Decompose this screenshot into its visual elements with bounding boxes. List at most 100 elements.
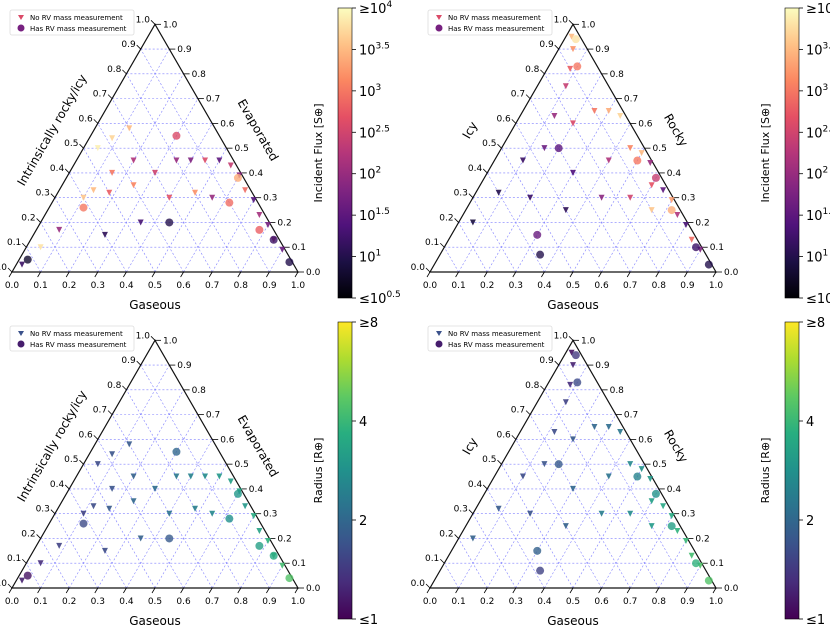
tick-label-bottom: 0.0 (423, 597, 438, 607)
point-no-rv (627, 194, 634, 201)
tick-mark (454, 218, 459, 223)
tick-label-left: 0.3 (36, 189, 50, 199)
tick-mark (455, 271, 459, 278)
tick-label-bottom: 0.3 (509, 597, 523, 607)
tick-label-right: 0.6 (638, 119, 653, 129)
point-no-rv (187, 157, 194, 164)
tick-mark (65, 271, 70, 278)
tick-mark (237, 271, 242, 278)
tick-label-right: 0.2 (277, 218, 291, 228)
legend-box (427, 9, 553, 36)
point-no-rv (106, 189, 113, 196)
colorbar-tick-label: 2 (359, 514, 367, 529)
tick-mark (598, 271, 602, 278)
tick-mark (94, 271, 99, 278)
grid-line (444, 563, 459, 589)
tick-label-left: 1.0 (554, 331, 569, 341)
tick-label-bottom: 1.0 (291, 597, 306, 607)
point-no-rv (570, 436, 576, 443)
point-no-rv (256, 528, 263, 535)
point-no-rv (519, 473, 526, 480)
legend-label-rv: Has RV mass measurement (448, 25, 545, 33)
tick-mark (440, 242, 445, 248)
point-no-rv (570, 362, 576, 369)
point-no-rv (192, 189, 199, 196)
point-no-rv (130, 473, 137, 480)
tick-label-left: 0.1 (425, 238, 439, 248)
point-no-rv (562, 399, 569, 406)
tick-mark (266, 271, 270, 278)
tick-mark (37, 271, 41, 278)
tick-mark (94, 587, 99, 594)
point-rv (533, 546, 542, 555)
tick-mark (64, 484, 70, 490)
colorbar-tick-label: 101 (359, 249, 381, 266)
colorbar-tick-label: 102 (806, 166, 828, 183)
legend-marker-rv (435, 340, 443, 348)
tick-label-bottom: 0.8 (652, 597, 667, 607)
tick-label-right: 0.2 (695, 218, 709, 228)
point-rv (255, 225, 264, 234)
point-no-rv (648, 523, 655, 530)
point-no-rv (469, 535, 476, 542)
tick-label-right: 0.7 (624, 411, 638, 421)
tick-label-left: 0.2 (21, 529, 35, 539)
colorbar-tick-label: ≥8 (359, 316, 378, 331)
grid-line (515, 123, 602, 273)
point-no-rv (648, 182, 655, 189)
point-no-rv (202, 157, 209, 164)
tick-mark (151, 271, 156, 278)
tick-mark (541, 271, 545, 278)
grid-line (687, 247, 702, 273)
point-no-rv (250, 513, 257, 520)
triangle-outline (10, 23, 300, 273)
point-no-rv (567, 381, 574, 388)
grid-line (68, 488, 127, 589)
tick-label-bottom: 0.5 (148, 281, 162, 291)
colorbar-tick-label: 4 (359, 415, 367, 430)
tick-mark (266, 587, 270, 594)
tick-mark (684, 271, 688, 278)
tick-mark (497, 459, 502, 465)
point-no-rv (568, 33, 575, 40)
tick-label-right: 0.7 (206, 411, 220, 421)
point-no-rv (605, 157, 612, 164)
point-no-rv (674, 528, 681, 535)
point-no-rv (109, 169, 116, 176)
point-no-rv (94, 145, 101, 152)
legend-marker-rv (17, 24, 25, 32)
point-no-rv (688, 552, 695, 559)
point-no-rv (152, 169, 158, 176)
tick-label-bottom: 0.9 (262, 597, 277, 607)
tick-mark (7, 583, 13, 589)
point-no-rv (567, 65, 574, 72)
legend: No RV mass measurement Has RV mass measur… (9, 325, 135, 352)
grid-line (154, 148, 227, 273)
point-no-rv (216, 473, 223, 480)
colorbar-tick-label: 102 (359, 166, 381, 183)
tick-mark (150, 336, 156, 341)
point-no-rv (101, 231, 108, 238)
point-no-rv (627, 145, 634, 152)
point-rv (269, 235, 278, 244)
tick-mark (626, 587, 631, 594)
point-no-rv (605, 424, 612, 431)
tick-label-bottom: 0.4 (119, 597, 134, 607)
tick-mark (482, 168, 488, 174)
colorbar-tick-label: 102.5 (359, 124, 390, 141)
point-no-rv (187, 473, 194, 480)
axis-label-bottom: Gaseous (547, 614, 599, 628)
tick-mark (180, 587, 184, 594)
tick-label-right: 0.4 (249, 169, 264, 179)
tick-label-left: 0.4 (50, 164, 65, 174)
point-rv (79, 519, 88, 528)
tick-mark (122, 69, 127, 75)
tick-mark (237, 587, 242, 594)
colorbar-tick-label: 103 (359, 83, 381, 100)
tick-mark (525, 94, 531, 99)
tick-mark (497, 143, 502, 149)
point-no-rv (627, 461, 634, 468)
grid-line (40, 48, 170, 273)
point-no-rv (56, 542, 63, 549)
ternary-panel-top-right: 0.0 0.1 0.2 0.3 0.4 0.5 0.6 0.7 0.8 0.9 1.00.00.10… (411, 2, 830, 312)
